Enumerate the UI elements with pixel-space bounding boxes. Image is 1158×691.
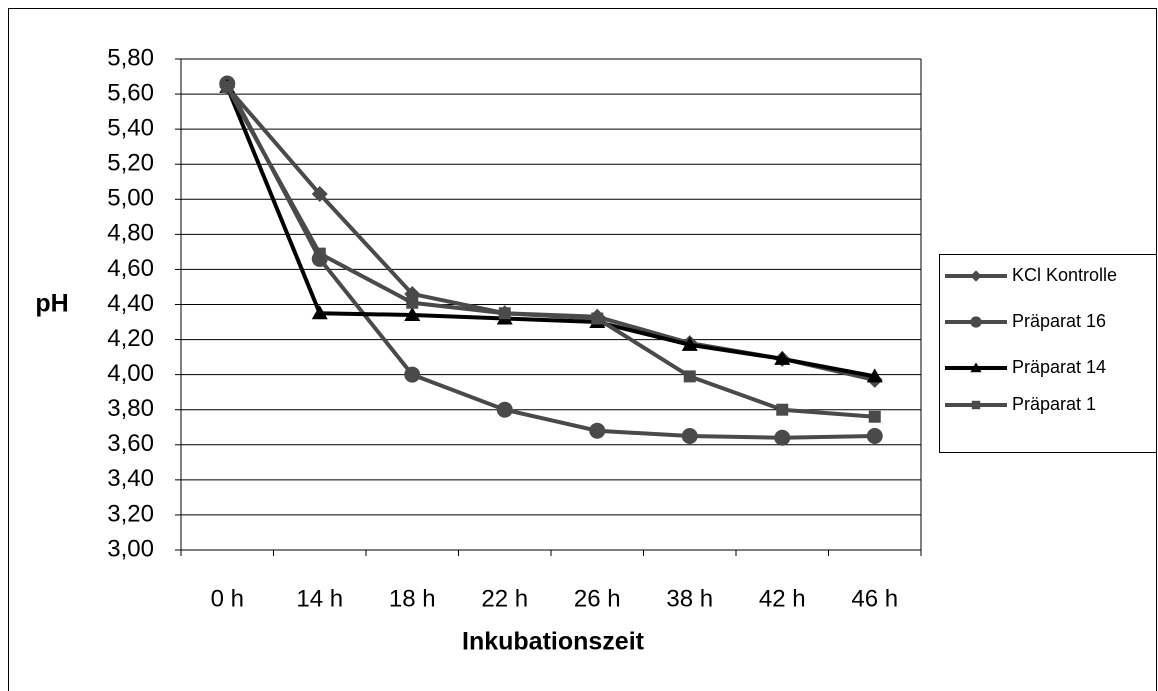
y-tick-label: 5,80 — [107, 44, 154, 71]
series-line — [225, 85, 876, 382]
y-tick-label: 3,80 — [107, 395, 154, 422]
y-tick-label: 5,40 — [107, 114, 154, 141]
x-tick-label: 18 h — [389, 585, 436, 612]
marker — [221, 81, 234, 94]
y-tick-label: 5,60 — [107, 79, 154, 106]
y-tick-label: 3,40 — [107, 465, 154, 492]
marker — [683, 370, 696, 383]
marker — [774, 429, 791, 446]
x-tick-label: 0 h — [211, 585, 244, 612]
marker — [774, 350, 791, 365]
marker — [406, 296, 419, 309]
y-tick-label: 3,00 — [107, 535, 154, 562]
x-tick-label: 46 h — [851, 585, 898, 612]
marker — [311, 186, 328, 203]
y-tick-label: 5,20 — [107, 150, 154, 177]
marker — [866, 368, 883, 383]
marker — [681, 428, 698, 445]
marker — [404, 307, 421, 322]
y-tick-label: 3,60 — [107, 430, 154, 457]
marker — [404, 366, 421, 383]
x-tick-label: 14 h — [296, 585, 343, 612]
marker — [591, 312, 604, 325]
marker — [498, 307, 511, 320]
marker — [313, 247, 326, 260]
legend-label: Präparat 16 — [1012, 311, 1106, 331]
y-tick-label: 4,40 — [107, 290, 154, 317]
x-tick-label: 22 h — [481, 585, 528, 612]
legend-label: Präparat 1 — [1012, 394, 1096, 414]
marker — [311, 305, 328, 320]
y-axis-title: pH — [35, 290, 68, 318]
y-tick-label: 3,20 — [107, 500, 154, 527]
y-tick-label: 4,20 — [107, 325, 154, 352]
y-tick-label: 4,00 — [107, 360, 154, 387]
marker — [776, 403, 789, 416]
x-tick-label: 26 h — [574, 585, 621, 612]
y-tick-label: 5,00 — [107, 185, 154, 212]
series-line — [225, 86, 875, 419]
marker — [970, 316, 982, 328]
x-tick-label: 42 h — [759, 585, 806, 612]
marker — [496, 401, 513, 418]
marker — [589, 422, 606, 439]
series-line — [225, 82, 875, 440]
x-axis-title: Inkubationszeit — [462, 628, 645, 656]
y-tick-label: 4,80 — [107, 220, 154, 247]
marker — [971, 400, 981, 410]
marker — [681, 336, 698, 351]
marker — [868, 410, 881, 423]
y-tick-label: 4,60 — [107, 255, 154, 282]
legend-label: KCl Kontrolle — [1012, 265, 1117, 285]
x-tick-label: 38 h — [666, 585, 713, 612]
series-line — [225, 86, 876, 379]
marker — [970, 362, 982, 373]
marker — [866, 428, 883, 445]
legend-label: Präparat 14 — [1012, 357, 1106, 377]
legend-box — [939, 254, 1157, 453]
